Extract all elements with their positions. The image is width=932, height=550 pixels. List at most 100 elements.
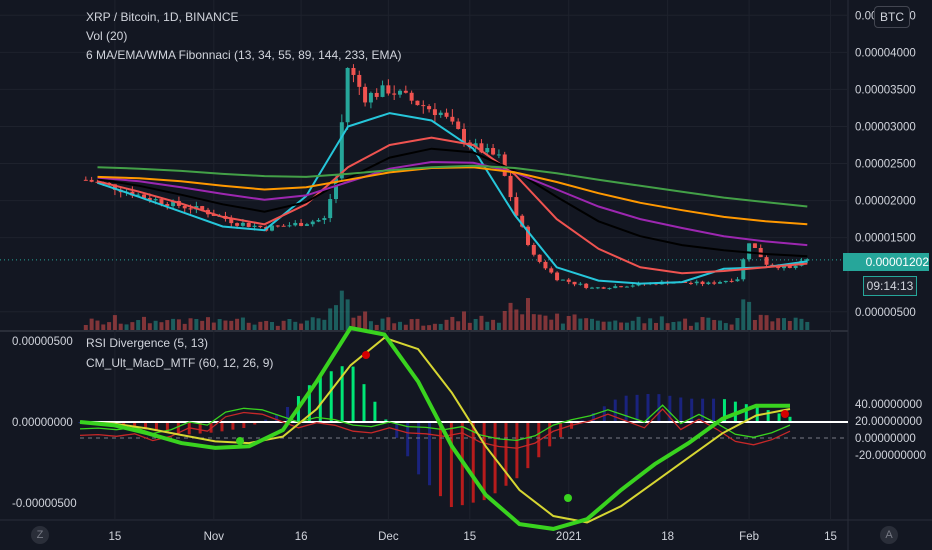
price-tick-label: 0.00000500 (855, 307, 916, 319)
volume-bar (194, 319, 199, 330)
candle-body (421, 105, 426, 107)
macd-histogram-bar (712, 398, 716, 422)
macd-histogram-bar (264, 419, 268, 422)
volume-bar (531, 314, 536, 330)
volume-bar (619, 322, 624, 330)
volume-bar (613, 320, 618, 330)
candle-body (712, 282, 717, 284)
candle-body (491, 148, 496, 155)
volume-bar (572, 314, 577, 330)
volume-bar (776, 318, 781, 330)
candle-body (334, 178, 338, 200)
candle-body (479, 143, 484, 153)
candle-body (450, 116, 455, 122)
macd-tick-label: 0.00000500 (12, 336, 73, 348)
volume-bar (258, 321, 263, 330)
candle-body (688, 282, 693, 284)
volume-bar (165, 320, 170, 330)
candle-body (159, 199, 164, 205)
volume-bar (642, 323, 647, 330)
rsi-tick-label: -20.00000000 (855, 450, 926, 462)
volume-bar (188, 318, 193, 330)
macd-histogram-bar (438, 422, 442, 497)
candle-body (351, 67, 356, 75)
ma-line-ema-55 (97, 147, 808, 258)
candle-body (304, 224, 309, 226)
macd-histogram-bar (231, 422, 235, 430)
macd-tick-label: -0.00000500 (12, 498, 77, 510)
macd-histogram-bar (198, 422, 202, 434)
candle-body (235, 223, 240, 226)
candle-body (403, 90, 408, 93)
volume-bar (607, 321, 612, 330)
volume-bar (601, 321, 606, 330)
candle-body (694, 281, 699, 284)
candle-body (619, 286, 624, 288)
candle-body (240, 222, 245, 226)
volume-bar (316, 318, 321, 330)
volume-bar (334, 305, 338, 330)
ma-line-ema-13 (97, 112, 808, 285)
candle-body (444, 112, 449, 117)
time-tick-label: 16 (295, 531, 308, 543)
candle-body (415, 100, 420, 106)
candle-body (438, 112, 443, 116)
rsi-tick-label: 40.00000000 (855, 399, 922, 411)
macd-histogram-bar (777, 413, 781, 422)
ma-line-ema-233 (97, 164, 808, 208)
macd-histogram-bar (286, 406, 290, 422)
volume-bar (729, 324, 734, 330)
candle-body (380, 85, 385, 97)
volume-bar (735, 318, 740, 330)
candle-body (200, 206, 205, 210)
time-tick-label: 15 (824, 531, 837, 543)
ma-legend: 6 MA/EMA/WMA Fibonnaci (13, 34, 55, 89, … (86, 48, 402, 62)
last-price-badge: 0.00001202 (843, 253, 929, 271)
candle-body (526, 226, 530, 245)
volume-bar (677, 321, 682, 330)
candle-body (83, 179, 88, 181)
candle-body (601, 287, 606, 289)
candle-body (275, 225, 280, 227)
volume-bar (520, 314, 525, 330)
candle-body (287, 225, 292, 227)
volume-bar (526, 298, 530, 330)
volume-bar (182, 323, 187, 330)
volume-bar (380, 318, 385, 330)
volume-bar (398, 321, 402, 330)
candle-body (496, 154, 501, 156)
macd-histogram-bar (635, 394, 639, 422)
zoom-toggle-icon[interactable]: Z (31, 526, 49, 544)
macd-cross-dot (781, 410, 789, 418)
macd-histogram-bar (722, 399, 726, 422)
volume-bar (392, 323, 397, 330)
candle-body (165, 204, 170, 207)
macd-histogram-bar (406, 422, 410, 457)
auto-scale-icon[interactable]: A (880, 526, 898, 544)
volume-bar (351, 317, 356, 330)
volume-bar (537, 314, 542, 330)
volume-bar (747, 301, 752, 330)
volume-bar (415, 318, 420, 330)
volume-bar (787, 320, 792, 330)
candle-body (89, 179, 94, 182)
time-tick-label: 18 (661, 531, 674, 543)
currency-button[interactable]: BTC (874, 6, 910, 28)
candle-body (572, 281, 577, 285)
volume-bar (438, 323, 443, 330)
time-tick-label: 2021 (556, 531, 582, 543)
volume-bar (124, 324, 129, 330)
candle-body (270, 225, 274, 231)
macd-histogram-bar (351, 366, 355, 422)
volume-bar (246, 322, 251, 330)
volume-bar (758, 314, 763, 330)
candle-body (549, 268, 554, 273)
volume-bar (718, 320, 722, 330)
macd-histogram-bar (253, 422, 257, 425)
volume-bar (310, 317, 315, 330)
macd-histogram-bar (766, 410, 770, 422)
volume-bar (456, 321, 461, 330)
macd-legend: CM_Ult_MacD_MTF (60, 12, 26, 9) (86, 356, 274, 370)
macd-cross-dot (236, 437, 244, 445)
